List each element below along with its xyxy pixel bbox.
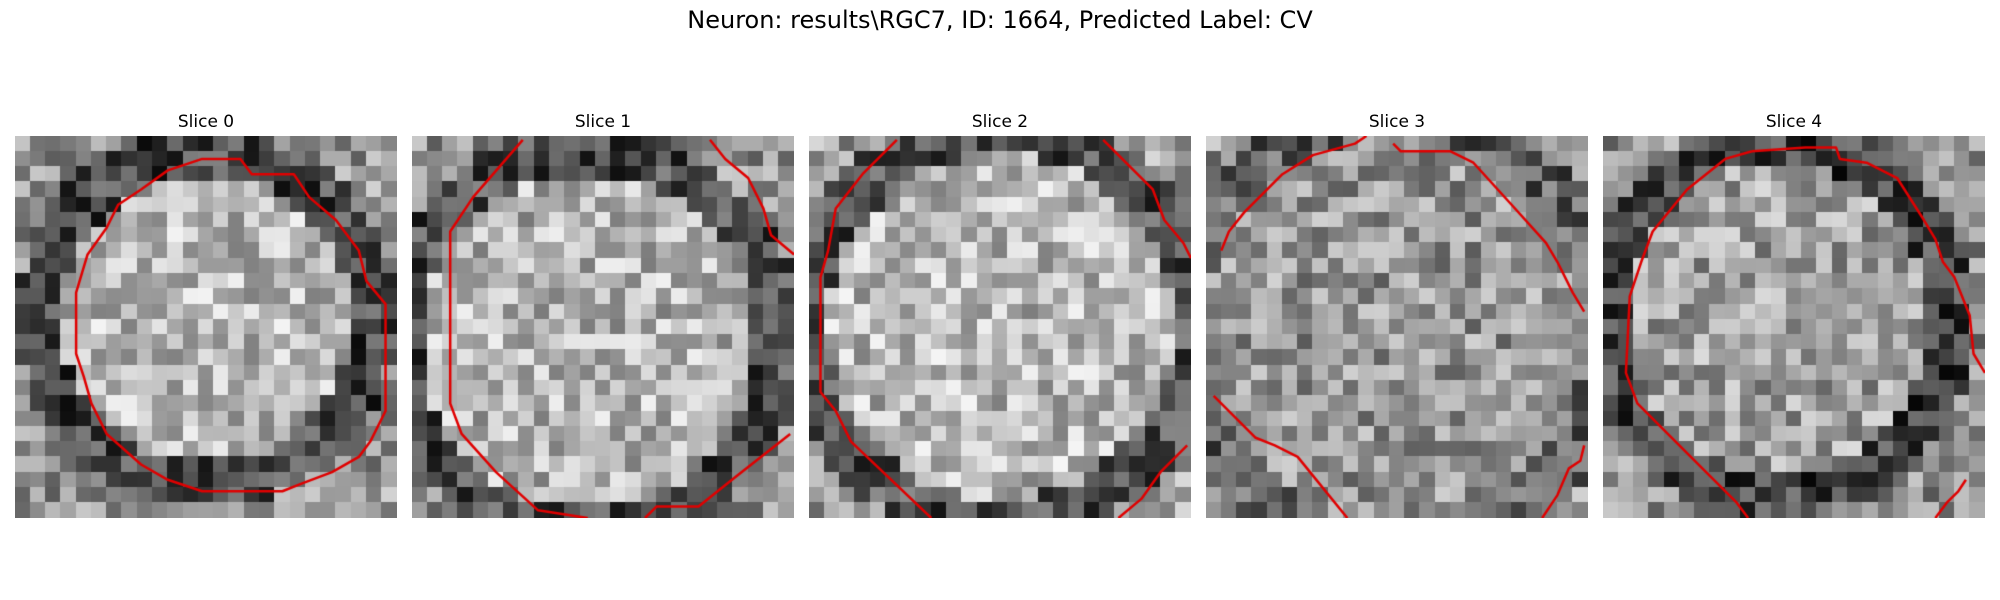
slice-title-3: Slice 3 [1368,112,1426,132]
slice-image-3 [1206,136,1588,518]
slice-title-2: Slice 2 [971,112,1029,132]
slice-title-1: Slice 1 [574,112,632,132]
slice-panel-3: Slice 3 [1206,110,1591,518]
slice-image-1 [412,136,794,518]
slice-title-0: Slice 0 [177,112,235,132]
slice-panel-2: Slice 2 [809,110,1194,518]
slice-panel-4: Slice 4 [1603,110,1988,518]
slice-image-2 [809,136,1191,518]
slice-image-0 [15,136,397,518]
figure-title: Neuron: results\RGC7, ID: 1664, Predicte… [687,6,1313,34]
slice-panel-0: Slice 0 [15,110,400,518]
slice-title-4: Slice 4 [1765,112,1823,132]
slice-image-4 [1603,136,1985,518]
slice-panel-1: Slice 1 [412,110,797,518]
